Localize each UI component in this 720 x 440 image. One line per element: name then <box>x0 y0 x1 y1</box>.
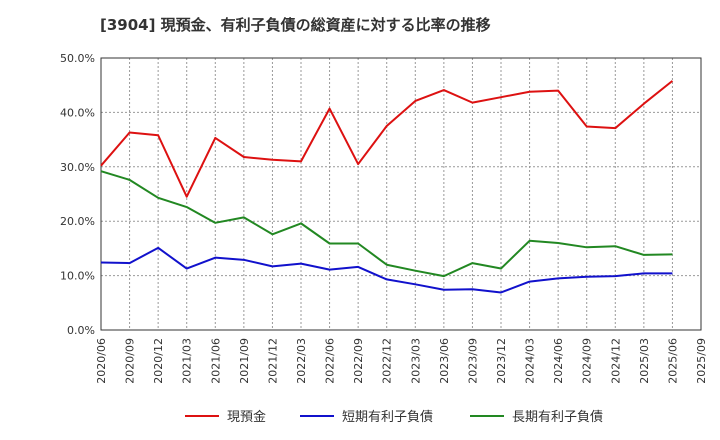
y-tick-label: 0.0% <box>67 324 95 337</box>
x-tick-label: 2025/03 <box>638 338 651 384</box>
x-tick-label: 2024/06 <box>552 338 565 384</box>
x-tick-label: 2021/09 <box>238 338 251 384</box>
legend: 現預金 短期有利子負債 長期有利子負債 <box>185 409 603 425</box>
x-tick-label: 2022/03 <box>295 338 308 384</box>
legend-label-1: 現預金 <box>227 409 266 425</box>
x-tick-label: 2020/09 <box>124 338 137 384</box>
x-tick-label: 2021/03 <box>181 338 194 384</box>
x-tick-label: 2023/12 <box>495 338 508 384</box>
x-tick-label: 2021/12 <box>266 338 279 384</box>
series-line-2 <box>100 246 673 294</box>
y-tick-label: 40.0% <box>60 106 95 119</box>
x-tick-label: 2024/03 <box>524 338 537 384</box>
plot-area-frame <box>100 57 702 331</box>
grid <box>100 57 702 331</box>
x-tick-label: 2021/06 <box>209 338 222 384</box>
x-tick-label: 2020/06 <box>95 338 108 384</box>
x-tick-label: 2022/12 <box>381 338 394 384</box>
legend-label-2: 短期有利子負債 <box>342 410 433 425</box>
y-tick-label: 30.0% <box>60 161 95 174</box>
y-tick-label: 20.0% <box>60 215 95 228</box>
series-line-1 <box>100 80 674 198</box>
x-tick-label: 2025/09 <box>695 338 708 384</box>
x-tick-label: 2023/09 <box>466 338 479 384</box>
x-tick-label: 2023/06 <box>438 338 451 384</box>
x-axis: 2020/06 2020/09 2020/12 2021/03 2021/06 2021/… <box>95 338 708 384</box>
y-tick-label: 50.0% <box>60 52 95 65</box>
x-tick-label: 2023/03 <box>409 338 422 384</box>
x-tick-label: 2022/06 <box>324 338 337 384</box>
x-tick-label: 2022/09 <box>352 338 365 384</box>
x-tick-label: 2020/12 <box>152 338 165 384</box>
series-group <box>100 80 674 294</box>
x-tick-label: 2024/09 <box>581 338 594 384</box>
x-tick-label: 2025/06 <box>666 338 679 384</box>
series-line-3 <box>100 170 673 278</box>
legend-label-3: 長期有利子負債 <box>512 410 603 425</box>
y-tick-label: 10.0% <box>60 270 95 283</box>
x-tick-label: 2024/12 <box>609 338 622 384</box>
y-axis: 0.0% 10.0% 20.0% 30.0% 40.0% 50.0% <box>60 52 95 337</box>
chart-title: [3904] 現預金、有利子負債の総資産に対する比率の推移 <box>100 16 491 34</box>
